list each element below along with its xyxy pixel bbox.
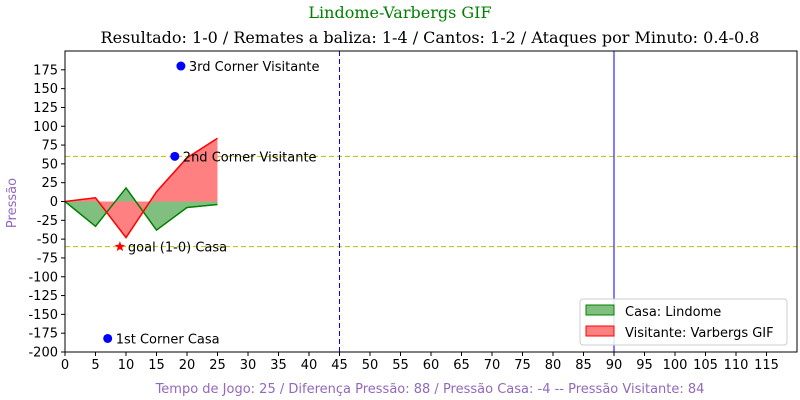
x-tick-label: 0 [61, 358, 69, 373]
y-tick-label: 175 [33, 63, 58, 78]
x-tick-label: 20 [179, 358, 196, 373]
x-tick-label: 45 [331, 358, 348, 373]
x-tick-label: 35 [270, 358, 287, 373]
annotation-label-3: 1st Corner Casa [116, 332, 220, 347]
y-tick-label: -200 [28, 346, 58, 361]
series-line-1 [64, 137, 218, 239]
x-tick-label: 65 [453, 358, 470, 373]
chart-title: Lindome-Varbergs GIF [308, 3, 491, 22]
legend: Casa: Lindome Visitante: Varbergs GIF [579, 298, 788, 346]
plot-frame [64, 50, 798, 353]
annotation-marker-star-2 [114, 241, 126, 252]
legend-swatch-casa [585, 304, 615, 316]
legend-label-visitante: Visitante: Varbergs GIF [625, 326, 774, 341]
x-tick-label: 40 [301, 358, 318, 373]
y-tick-label: 75 [41, 139, 58, 154]
x-tick-label: 70 [484, 358, 501, 373]
x-tick-label: 115 [754, 358, 779, 373]
x-tick-label: 105 [693, 358, 718, 373]
axis-ticks: 0 5 10 15 20 25 30 35 40 45 50 55 60 65 70 75 80 85 90 95 10… [28, 63, 778, 373]
y-tick-label: -50 [37, 233, 58, 248]
y-tick-label: 25 [41, 176, 58, 191]
y-tick-label: -150 [28, 308, 58, 323]
y-axis-label: Pressão [5, 178, 20, 228]
plot-area [64, 51, 797, 352]
x-tick-label: 5 [91, 358, 99, 373]
annotation-marker-1 [170, 151, 180, 161]
x-tick-label: 60 [423, 358, 440, 373]
legend-swatch-visitante [585, 325, 615, 337]
annotation-marker-3 [103, 333, 113, 343]
annotation-label-2: goal (1-0) Casa [128, 241, 227, 256]
y-tick-label: 0 [50, 195, 58, 210]
annotation-label-1: 2nd Corner Visitante [183, 150, 317, 165]
x-tick-label: 80 [545, 358, 562, 373]
x-tick-label: 90 [606, 358, 623, 373]
y-tick-label: 50 [41, 157, 58, 172]
x-tick-label: 30 [240, 358, 257, 373]
legend-label-casa: Casa: Lindome [625, 305, 721, 320]
annotation-label-0: 3rd Corner Visitante [189, 60, 320, 75]
x-tick-label: 75 [514, 358, 531, 373]
x-tick-label: 50 [362, 358, 379, 373]
y-tick-label: 125 [33, 101, 58, 116]
x-tick-label: 25 [209, 358, 226, 373]
chart-subtitle: Resultado: 1-0 / Remates a baliza: 1-4 /… [101, 28, 760, 47]
y-tick-label: 100 [33, 120, 58, 135]
x-tick-label: 95 [636, 358, 653, 373]
series-line-0 [64, 186, 218, 232]
y-tick-label: -75 [37, 251, 58, 266]
annotation-marker-0 [176, 61, 186, 71]
annotations: 3rd Corner Visitante 2nd Corner Visitante… [103, 60, 320, 347]
x-tick-label: 110 [724, 358, 749, 373]
x-tick-label: 100 [663, 358, 688, 373]
y-tick-label: -25 [37, 214, 58, 229]
x-tick-label: 55 [392, 358, 409, 373]
x-tick-label: 15 [148, 358, 165, 373]
y-tick-label: 150 [33, 82, 58, 97]
legend-frame [579, 298, 788, 346]
x-tick-label: 10 [118, 358, 135, 373]
x-tick-label: 85 [575, 358, 592, 373]
x-axis-label: Tempo de Jogo: 25 / Diferença Pressão: 8… [155, 382, 705, 397]
y-tick-label: -175 [28, 327, 58, 342]
y-tick-label: -100 [28, 270, 58, 285]
y-tick-label: -125 [28, 289, 58, 304]
